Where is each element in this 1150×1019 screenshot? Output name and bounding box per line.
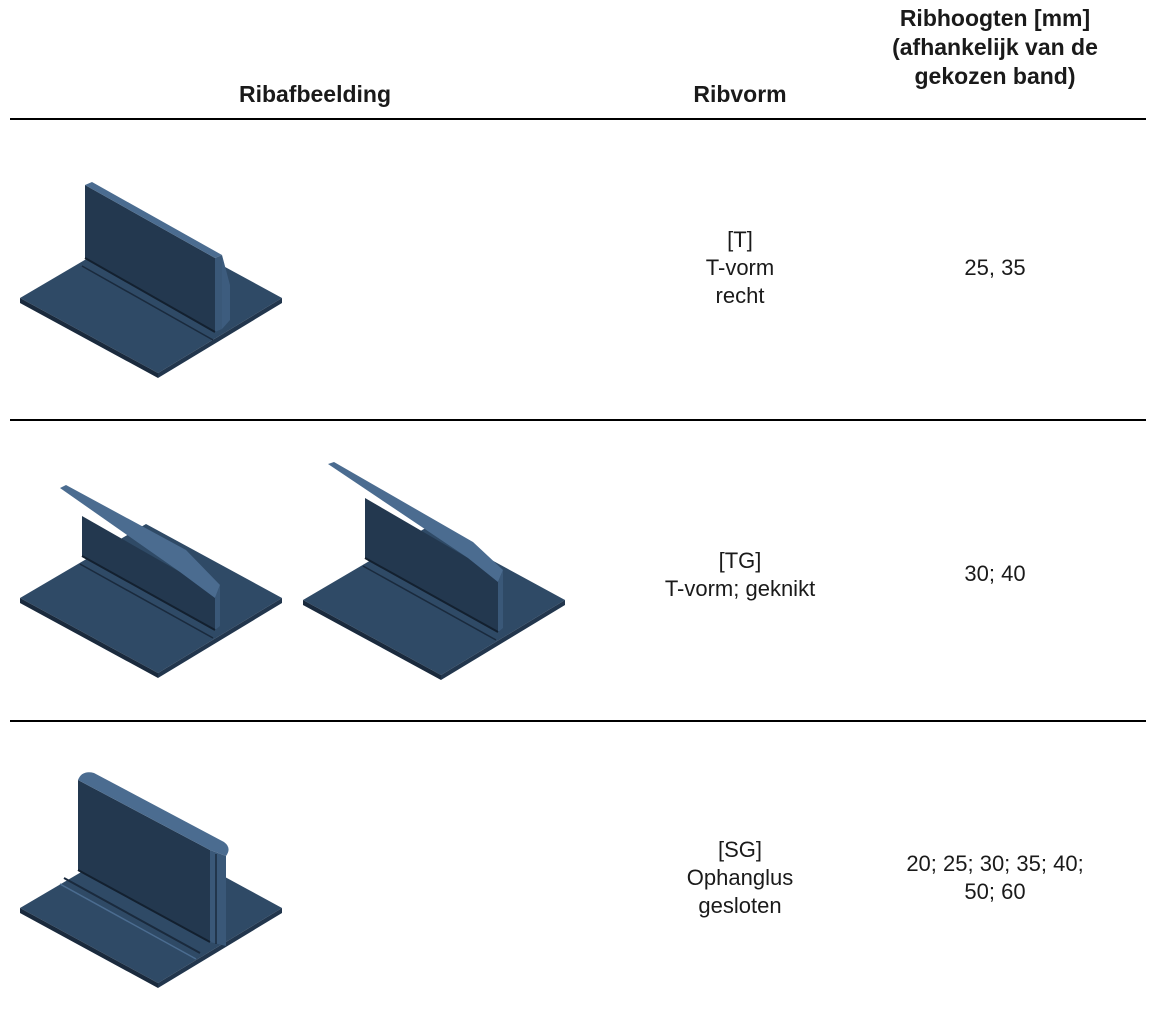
row-1-code: [T] bbox=[727, 227, 753, 252]
row-2-code: [TG] bbox=[718, 548, 762, 573]
header-height-column: Ribhoogten [mm] (afhankelijk van de geko… bbox=[840, 4, 1150, 91]
header-rule bbox=[10, 118, 1146, 120]
header-form-column: Ribvorm bbox=[693, 81, 787, 107]
row-3-code: [SG] bbox=[717, 837, 762, 862]
rib-image-sg-closed-loop bbox=[20, 772, 282, 988]
header-height-line-1: Ribhoogten [mm] bbox=[899, 5, 1091, 31]
row-3-form-line-1: Ophanglus bbox=[686, 865, 794, 890]
header-image-column: Ribafbeelding bbox=[238, 81, 392, 107]
row-1-heights: 25, 35 bbox=[870, 254, 1120, 282]
row-3-form-line-2: gesloten bbox=[698, 893, 782, 918]
row-2-form: [TG] T-vorm; geknikt bbox=[630, 547, 850, 603]
rib-image-tg-kinked-1 bbox=[20, 485, 282, 678]
row-3-heights-line-1: 20; 25; 30; 35; 40; bbox=[906, 851, 1084, 876]
row-3-heights-line-2: 50; 60 bbox=[964, 879, 1026, 904]
row-divider-1 bbox=[10, 419, 1146, 421]
row-2-heights-line-1: 30; 40 bbox=[964, 561, 1026, 586]
rib-image-tg-kinked-2 bbox=[303, 462, 565, 680]
row-3-form: [SG] Ophanglus gesloten bbox=[630, 836, 850, 920]
row-3-heights: 20; 25; 30; 35; 40; 50; 60 bbox=[870, 850, 1120, 906]
row-1-form-line-2: recht bbox=[715, 283, 765, 308]
row-2-form-line-1: T-vorm; geknikt bbox=[664, 576, 816, 601]
row-1-form-line-1: T-vorm bbox=[705, 255, 775, 280]
row-1-heights-line-1: 25, 35 bbox=[964, 255, 1026, 280]
header-height-line-3: gekozen band) bbox=[914, 63, 1076, 89]
row-divider-2 bbox=[10, 720, 1146, 722]
row-1-form: [T] T-vorm recht bbox=[630, 226, 850, 310]
row-2-heights: 30; 40 bbox=[870, 560, 1120, 588]
rib-image-t-straight bbox=[20, 182, 282, 378]
header-height-line-2: (afhankelijk van de bbox=[892, 34, 1098, 60]
